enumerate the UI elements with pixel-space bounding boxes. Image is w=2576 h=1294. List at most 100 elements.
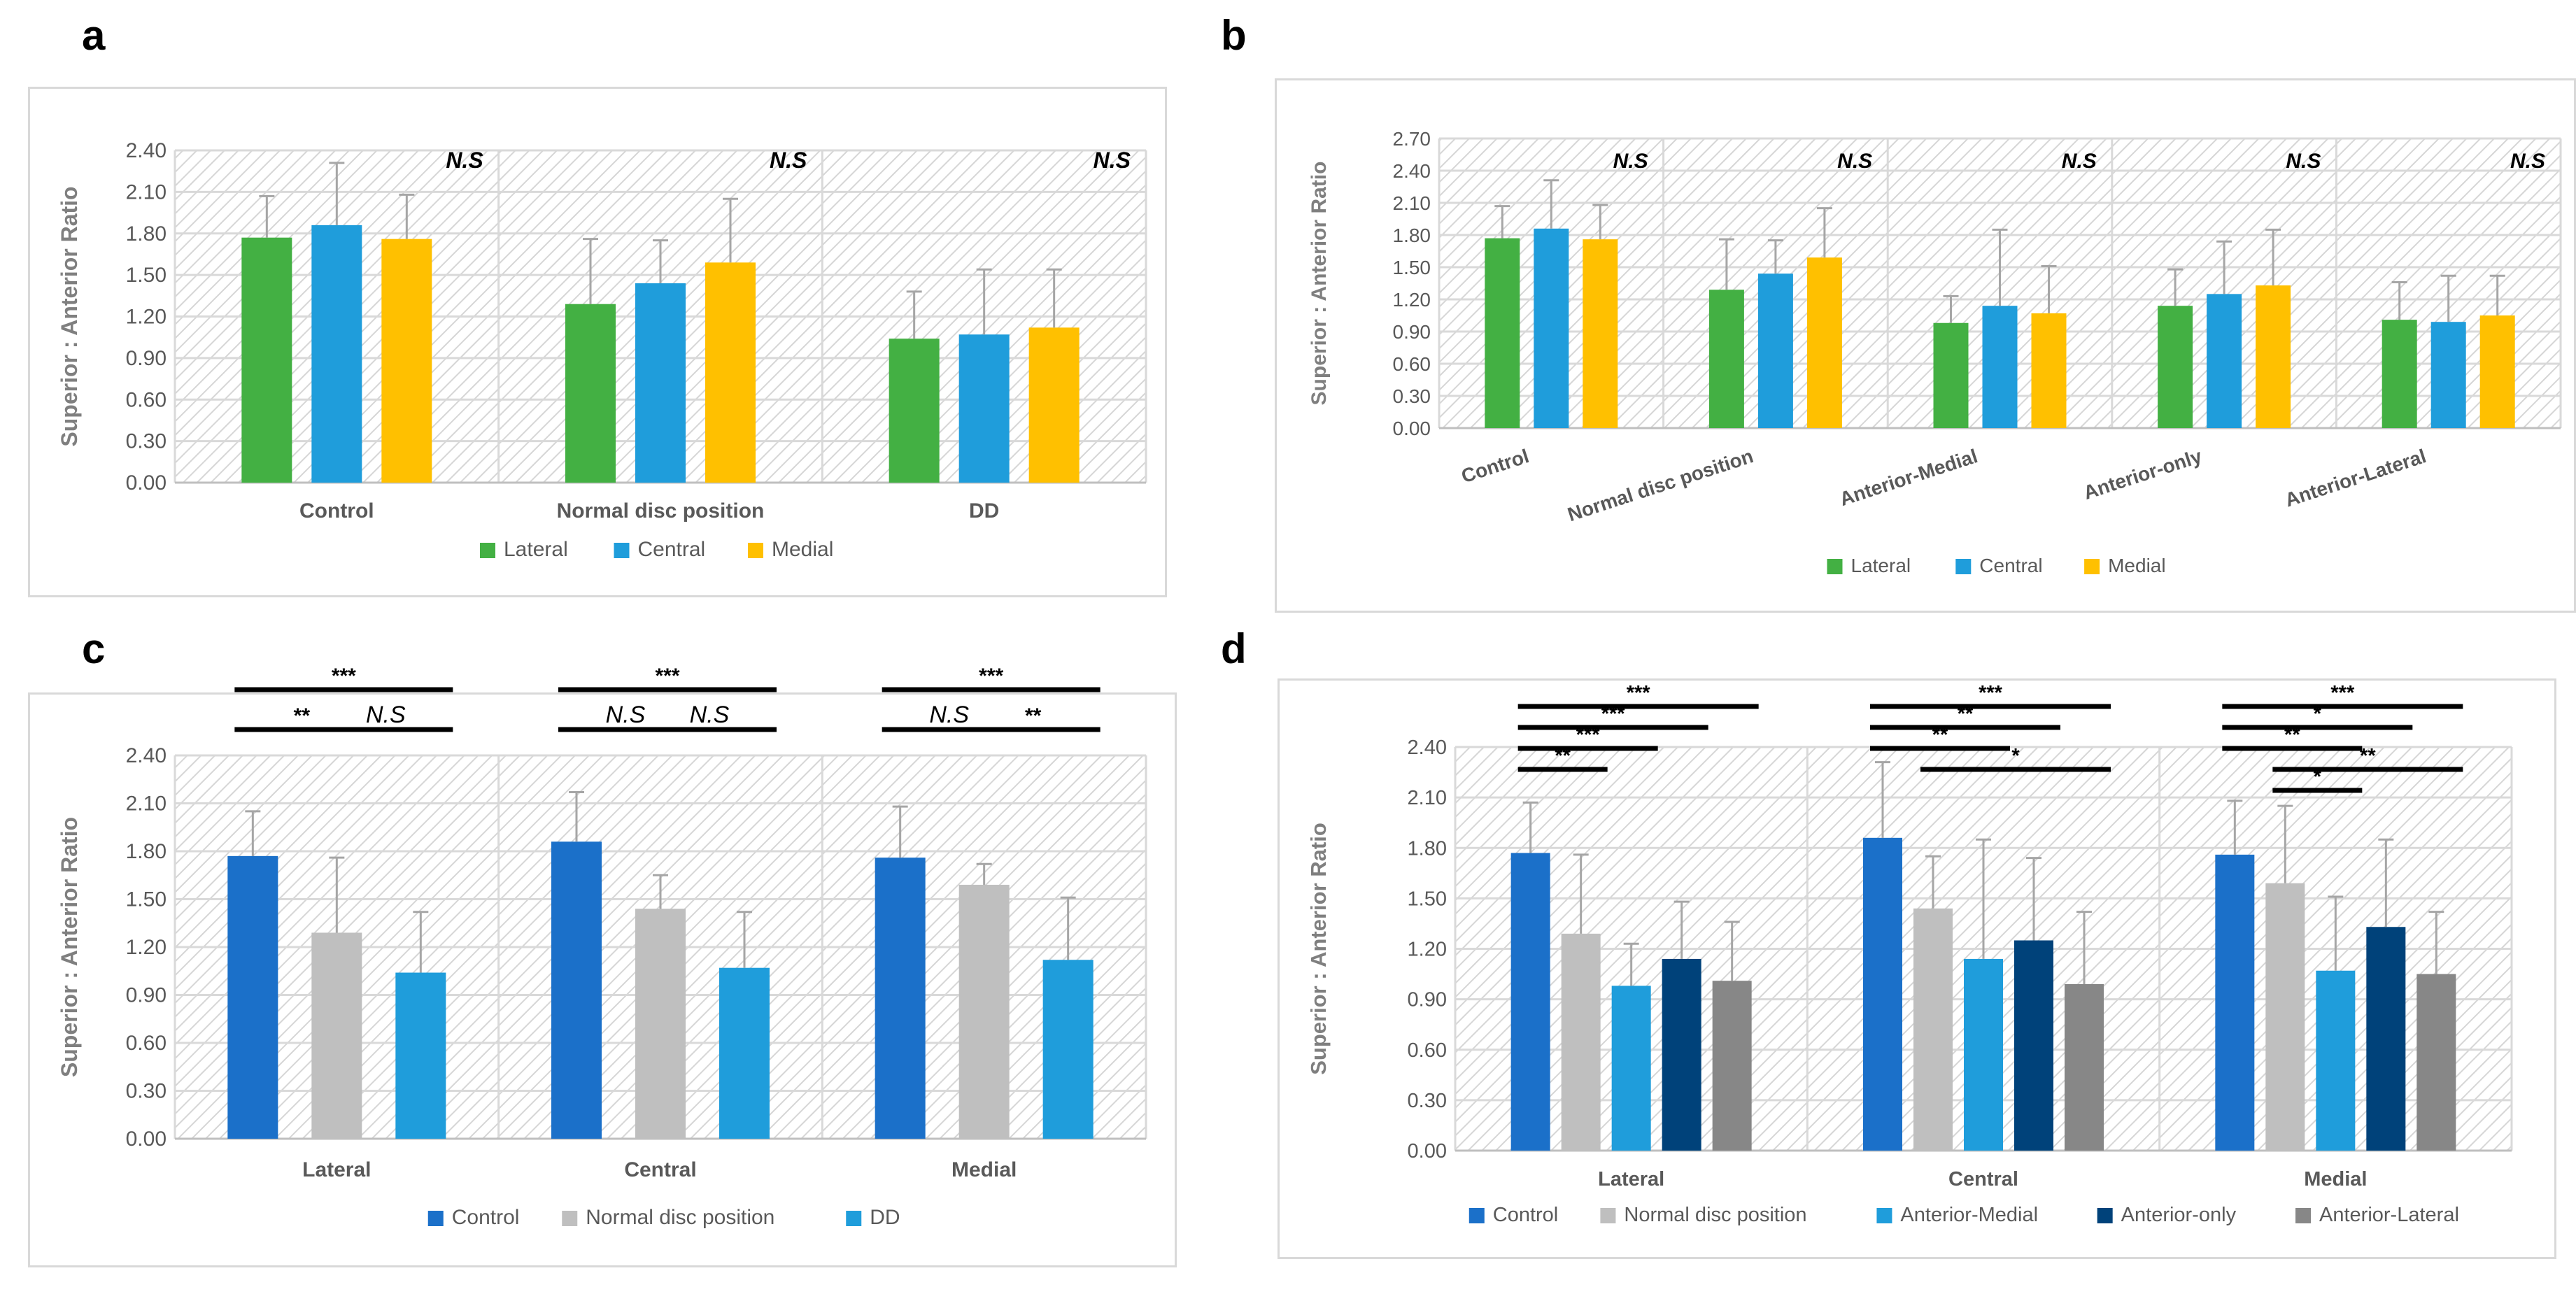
bar-central-anterior-only xyxy=(2207,294,2242,428)
y-axis-title: Superior : Anterior Ratio xyxy=(57,186,82,446)
chart-d: 0.00 0.30 0.60 0.90 1.20 1.50 1.80 2.10 2.40 Late… xyxy=(1306,682,2513,1226)
bar-control-medial xyxy=(875,858,926,1139)
significance-label: N.S xyxy=(606,702,646,728)
y-tick-label: 1.50 xyxy=(1393,257,1431,278)
legend-swatch-central xyxy=(1955,559,1972,574)
y-axis-title: Superior : Anterior Ratio xyxy=(1306,823,1331,1075)
bar-lateral-anterior-lateral xyxy=(2382,320,2417,428)
bar-lateral-normal-disc-position xyxy=(565,304,616,483)
significance-label: *** xyxy=(332,664,356,688)
y-tick-label: 2.10 xyxy=(126,792,167,816)
bar-normal-disc-position-central xyxy=(1913,908,1953,1151)
y-tick-label: 0.90 xyxy=(126,984,167,1007)
legend-label-dd: DD xyxy=(870,1206,900,1229)
significance-label: N.S xyxy=(690,702,730,728)
y-tick-label: 1.80 xyxy=(1393,225,1431,246)
legend-label-lateral: Lateral xyxy=(504,538,568,561)
legend-swatch-normal-disc-position xyxy=(562,1211,578,1226)
y-tick-label: 0.90 xyxy=(1393,321,1431,343)
significance-annotation: N.S xyxy=(2286,150,2321,173)
significance-label: *** xyxy=(1979,682,2003,704)
significance-label: ** xyxy=(2284,724,2300,746)
legend-label-anterior-only: Anterior-only xyxy=(2121,1204,2237,1226)
panel-label-d: d xyxy=(1221,625,1247,672)
y-tick-label: 0.00 xyxy=(1393,418,1431,439)
y-tick-label: 2.10 xyxy=(1393,192,1431,214)
panel-label-a: a xyxy=(82,12,106,59)
bar-anterior-lateral-medial xyxy=(2416,974,2456,1151)
significance-annotation: N.S xyxy=(770,148,807,173)
y-tick-label: 0.30 xyxy=(1408,1090,1447,1112)
bar-anterior-only-central xyxy=(2014,940,2053,1151)
legend-label-control: Control xyxy=(1493,1204,1559,1226)
significance-label: N.S xyxy=(366,702,406,728)
bar-control-lateral xyxy=(227,855,278,1139)
bar-lateral-control xyxy=(241,237,292,483)
category-label: DD xyxy=(969,499,999,522)
legend-label-normal-disc-position: Normal disc position xyxy=(586,1206,774,1229)
bar-medial-anterior-only xyxy=(2256,285,2291,428)
bar-dd-medial xyxy=(1042,960,1094,1139)
legend-swatch-anterior-lateral xyxy=(2295,1208,2312,1223)
bar-central-normal-disc-position xyxy=(635,283,686,483)
bar-dd-lateral xyxy=(395,972,446,1139)
significance-label: ** xyxy=(1958,703,1974,725)
bar-lateral-anterior-only xyxy=(2158,306,2193,428)
bar-lateral-anterior-medial xyxy=(1933,322,1969,428)
y-axis-title: Superior : Anterior Ratio xyxy=(1308,162,1331,406)
bar-anterior-lateral-central xyxy=(2065,983,2104,1151)
significance-label: * xyxy=(2314,766,2322,788)
bar-medial-anterior-lateral xyxy=(2479,315,2515,428)
y-tick-label: 0.60 xyxy=(126,388,167,411)
y-tick-label: 0.60 xyxy=(126,1032,167,1055)
bar-central-anterior-lateral xyxy=(2430,322,2466,428)
significance-label: *** xyxy=(2330,682,2355,704)
bar-anterior-only-lateral xyxy=(1662,958,1701,1151)
bar-medial-control xyxy=(381,239,432,483)
significance-label: * xyxy=(2314,703,2322,725)
bar-lateral-dd xyxy=(889,339,940,483)
bar-control-central xyxy=(1863,837,1902,1151)
significance-annotation: N.S xyxy=(2062,150,2097,173)
panel-label-b: b xyxy=(1221,12,1247,59)
y-tick-label: 0.30 xyxy=(126,1080,167,1103)
legend-swatch-lateral xyxy=(480,543,495,558)
significance-label: *** xyxy=(1627,682,1651,704)
y-tick-label: 2.40 xyxy=(1393,160,1431,182)
y-tick-label: 0.60 xyxy=(1408,1039,1447,1062)
significance-annotation: N.S xyxy=(2510,150,2545,173)
legend-swatch-dd xyxy=(846,1211,862,1226)
legend-label-medial: Medial xyxy=(772,538,833,561)
y-tick-label: 1.50 xyxy=(126,264,167,287)
legend-swatch-medial xyxy=(748,543,763,558)
legend-label-control: Control xyxy=(452,1206,520,1229)
chart-c: 0.00 0.30 0.60 0.90 1.20 1.50 1.80 2.10 2.40 Late… xyxy=(57,664,1147,1229)
y-tick-label: 1.80 xyxy=(126,840,167,863)
significance-label: *** xyxy=(655,664,679,688)
legend-swatch-normal-disc-position xyxy=(1600,1208,1616,1223)
bar-central-anterior-medial xyxy=(1982,306,2018,428)
significance-label: ** xyxy=(2360,745,2376,767)
bar-central-control xyxy=(1534,228,1569,428)
category-label: Anterior-only xyxy=(2081,445,2205,504)
y-tick-label: 1.50 xyxy=(1408,888,1447,910)
y-tick-label: 2.40 xyxy=(126,744,167,767)
significance-label: *** xyxy=(979,664,1003,688)
significance-label: ** xyxy=(1555,745,1571,767)
significance-label: ** xyxy=(294,704,311,727)
y-tick-label: 1.80 xyxy=(126,222,167,246)
category-label: Anterior-Lateral xyxy=(2282,445,2428,511)
category-label: Lateral xyxy=(1598,1168,1664,1190)
y-tick-label: 0.60 xyxy=(1393,353,1431,375)
bar-central-control xyxy=(311,225,362,483)
bar-medial-anterior-medial xyxy=(2031,313,2067,428)
y-tick-label: 0.00 xyxy=(126,471,167,495)
significance-label: ** xyxy=(1932,724,1948,746)
bar-central-dd xyxy=(958,334,1010,483)
legend-swatch-control xyxy=(1469,1208,1485,1223)
y-tick-label: 0.30 xyxy=(1393,385,1431,407)
significance-annotation: N.S xyxy=(1837,150,1872,173)
category-label: Medial xyxy=(951,1158,1017,1181)
bar-normal-disc-position-lateral xyxy=(311,932,362,1139)
